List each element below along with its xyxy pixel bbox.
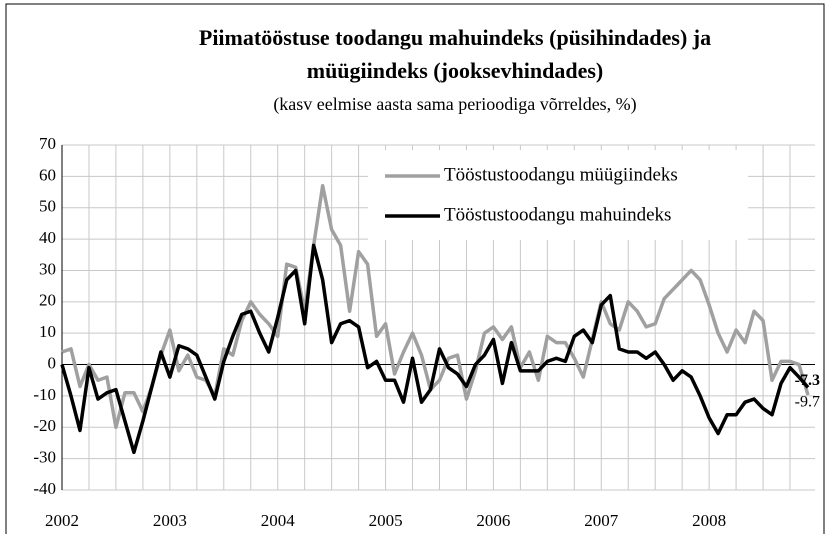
y-tick-label: 0 <box>48 353 57 372</box>
end-label: -9.7 <box>795 394 820 411</box>
y-tick-label: 30 <box>39 259 56 278</box>
series-line <box>61 184 810 430</box>
legend-box <box>368 150 748 240</box>
x-tick-label: 2006 <box>476 511 510 530</box>
y-tick-label: 20 <box>39 291 56 310</box>
x-tick-label: 2008 <box>692 511 726 530</box>
end-label: -7.3 <box>795 372 820 389</box>
y-tick-label: -20 <box>33 416 56 435</box>
x-tick-label: 2003 <box>153 511 187 530</box>
legend-label: Tööstustoodangu müügiindeks <box>444 164 678 185</box>
y-tick-label: 60 <box>39 165 56 184</box>
y-tick-label: 50 <box>39 197 56 216</box>
chart-title: müügiindeks (jooksevhindades) <box>307 58 603 83</box>
x-tick-label: 2005 <box>369 511 403 530</box>
y-tick-label: -10 <box>33 385 56 404</box>
y-tick-label: 40 <box>39 228 56 247</box>
x-tick-label: 2004 <box>261 511 296 530</box>
y-tick-label: 10 <box>39 322 56 341</box>
y-tick-label: -30 <box>33 448 56 467</box>
y-tick-label: 70 <box>39 134 56 153</box>
x-tick-label: 2002 <box>45 511 79 530</box>
chart-title: Piimatööstuse toodangu mahuindeks (püsih… <box>199 25 711 50</box>
y-tick-label: -40 <box>33 479 56 498</box>
chart-subtitle: (kasv eelmise aasta sama perioodiga võrr… <box>273 94 636 115</box>
chart-frame <box>5 3 825 534</box>
x-tick-label: 2007 <box>584 511 619 530</box>
series-line <box>60 243 810 455</box>
legend-label: Tööstustoodangu mahuindeks <box>444 204 671 225</box>
